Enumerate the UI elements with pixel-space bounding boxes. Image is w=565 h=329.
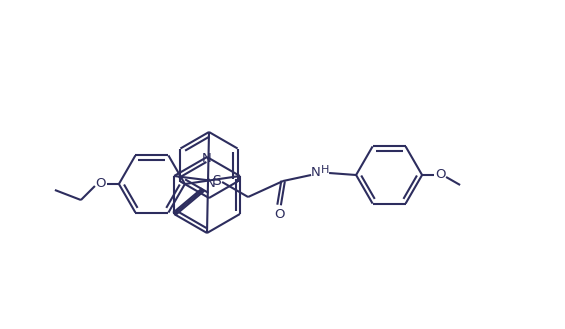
- Text: O: O: [435, 168, 445, 182]
- Text: H: H: [321, 165, 329, 175]
- Text: O: O: [274, 208, 284, 220]
- Text: S: S: [212, 174, 220, 188]
- Text: N: N: [206, 177, 216, 190]
- Text: N: N: [311, 166, 321, 180]
- Text: N: N: [202, 151, 212, 164]
- Text: O: O: [95, 178, 106, 190]
